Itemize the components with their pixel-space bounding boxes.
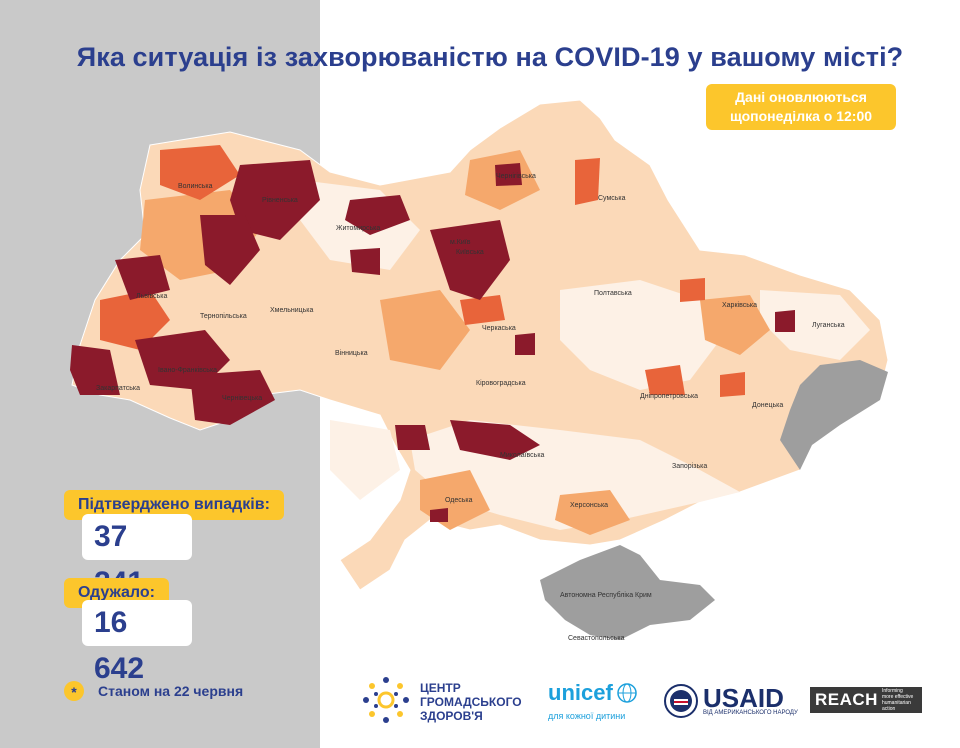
label-rivnenska: Рівненська — [262, 196, 298, 204]
reach-logo-text: REACH — [815, 690, 878, 709]
date-note-text: Станом на 22 червня — [98, 683, 244, 699]
usaid-seal-icon — [664, 684, 698, 718]
label-volynska: Волинська — [178, 183, 213, 190]
region-very-high-luhansk — [775, 310, 795, 332]
label-luhanska: Луганська — [812, 322, 845, 329]
label-kyivska: Київська — [456, 249, 484, 256]
region-very-high-zhytomyr-south — [350, 248, 380, 275]
region-very-high-mykolaiv — [450, 420, 540, 460]
date-note: * Станом на 22 червня — [64, 681, 243, 701]
region-medium-south — [555, 490, 630, 535]
label-ternopilska: Тернопільська — [200, 312, 247, 320]
region-light-southwest — [330, 420, 400, 500]
label-dnipropetrovska: Дніпропетровська — [640, 392, 698, 400]
label-lvivska: Львівська — [136, 292, 168, 300]
region-high-kharkiv — [680, 278, 705, 302]
reach-tag-line2: more effective — [881, 694, 914, 700]
label-crimea: Автономна Республіка Крим — [560, 591, 652, 599]
label-odeska: Одеська — [445, 497, 473, 504]
region-very-high-zakarpattia — [70, 345, 120, 395]
reach-tagline: Informing more effective humanitarian ac… — [882, 688, 922, 712]
region-high-dnipro — [645, 365, 685, 395]
label-cherkaska: Черкаська — [482, 325, 516, 332]
label-khersonska: Херсонська — [570, 502, 608, 509]
region-medium-center — [380, 290, 470, 370]
update-notice-line1: Дані оновлюються — [735, 89, 867, 105]
phc-logo-text: ЦЕНТР ГРОМАДСЬКОГО ЗДОРОВ'Я — [420, 681, 522, 723]
region-high-donetsk — [720, 372, 745, 397]
unicef-logo-text: unicef — [548, 680, 613, 705]
region-high-cherkasy — [460, 295, 505, 325]
phc-line1: ЦЕНТР — [420, 681, 461, 695]
label-zhytomyrska: Житомирська — [336, 225, 380, 232]
unicef-tagline: для кожної дитини — [548, 711, 626, 721]
region-very-high-zhytomyr — [345, 195, 410, 235]
recovered-value: 16 642 — [82, 600, 192, 685]
region-very-high-lviv-west — [115, 255, 170, 300]
phc-line3: ЗДОРОВ'Я — [420, 709, 483, 723]
label-khmelnytska: Хмельницька — [270, 307, 314, 314]
label-donetska: Донецька — [752, 402, 783, 409]
label-chernihivska: Чернігівська — [496, 172, 536, 180]
region-high-lviv — [100, 290, 170, 350]
region-no-data-crimea — [540, 545, 715, 640]
label-kyiv: м.Київ — [450, 239, 471, 246]
update-notice-badge: Дані оновлюються щопонеділка о 12:00 — [706, 84, 896, 130]
region-medium-kharkiv — [700, 295, 770, 355]
usaid-logo-text: USAID — [703, 683, 784, 713]
label-ivano-frankivska: Івано-Франківська — [158, 366, 217, 374]
label-zakarpatska: Закарпатська — [96, 385, 140, 392]
region-very-high-chernihiv-city — [495, 163, 522, 186]
region-light-center — [560, 280, 720, 390]
region-very-high-cherkasy-city — [515, 333, 535, 355]
update-notice-line2: щопонеділка о 12:00 — [729, 108, 873, 124]
label-vinnytska: Вінницька — [335, 349, 368, 357]
region-high-volyn — [160, 145, 240, 200]
region-very-high-volyn-south — [200, 215, 260, 285]
label-sumska: Сумська — [598, 195, 626, 202]
reach-tag-line1: Informing — [881, 688, 903, 694]
phc-line2: ГРОМАДСЬКОГО — [420, 695, 522, 709]
label-kharkivska: Харківська — [722, 301, 757, 309]
region-no-data-donbas — [780, 360, 888, 470]
asterisk-icon: * — [64, 681, 84, 701]
region-very-high-rivne — [230, 160, 320, 240]
reach-tag-line3: humanitarian action — [881, 700, 911, 712]
region-very-high-chernivtsi — [190, 370, 275, 425]
label-zaporizka: Запорізька — [672, 462, 707, 470]
label-mykolaivska: Миколаївська — [500, 452, 545, 459]
reach-logo: REACH Informing more effective humanitar… — [810, 687, 922, 713]
region-very-high-kyiv — [430, 220, 510, 300]
label-kirovohradska: Кіровоградська — [476, 379, 526, 387]
region-very-high-odesa-coast — [430, 508, 448, 522]
unicef-globe-icon — [617, 683, 637, 703]
page-title: Яка ситуація із захворюваністю на COVID-… — [76, 42, 904, 72]
label-sevastopol: Севастопольська — [568, 635, 625, 642]
usaid-tagline: ВІД АМЕРИКАНСЬКОГО НАРОДУ — [703, 710, 798, 716]
region-very-high-odesa-north — [395, 425, 430, 450]
phc-logo-icon — [363, 677, 409, 723]
label-poltavska: Полтавська — [594, 290, 632, 297]
region-light-east — [760, 290, 870, 360]
confirmed-value: 37 241 — [82, 514, 192, 599]
label-chernivetska: Чернівецька — [222, 394, 262, 402]
region-high-sumy — [575, 158, 600, 205]
